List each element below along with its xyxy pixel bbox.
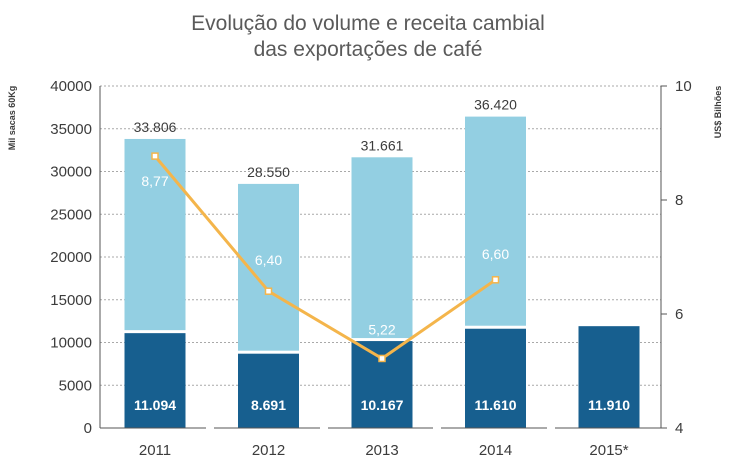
revenue-point-2014 <box>491 276 500 284</box>
chart-title-line1: Evolução do volume e receita cambial <box>191 12 545 35</box>
bar-base-2012 <box>238 353 299 428</box>
revenue-point-2012 <box>264 287 273 295</box>
bar-total-label-2011: 33.806 <box>134 119 177 135</box>
y-left-tick-40000: 40000 <box>50 78 92 95</box>
x-tick-2012: 2012 <box>252 442 285 459</box>
bar-base-label-2012: 8.691 <box>251 397 286 413</box>
revenue-point-2013 <box>378 354 386 363</box>
revenue-label-2013: 5,22 <box>368 321 395 337</box>
chart-title-line2: das exportações de café <box>254 38 483 61</box>
bars <box>124 116 640 428</box>
y-right-tick-6: 6 <box>675 306 683 323</box>
revenue-line <box>151 152 500 363</box>
x-tick-2015*: 2015* <box>589 442 628 459</box>
y-left-tick-35000: 35000 <box>50 121 92 138</box>
bar-base-label-2014: 11.610 <box>474 397 516 413</box>
revenue-label-2011: 8,77 <box>141 173 168 189</box>
bar-total-2013 <box>351 157 413 339</box>
bar-total-label-2012: 28.550 <box>247 164 290 180</box>
bar-total-2014 <box>465 116 526 326</box>
y-right-tick-8: 8 <box>675 192 683 209</box>
bar-base-2015* <box>578 326 640 428</box>
bar-base-2013 <box>351 341 413 428</box>
x-tick-2014: 2014 <box>479 442 512 459</box>
bar-base-label-2015*: 11.910 <box>588 397 630 413</box>
revenue-label-2012: 6,40 <box>255 252 282 268</box>
bar-base-label-2013: 10.167 <box>361 397 404 413</box>
bar-total-2011 <box>124 138 186 331</box>
y-left-tick-10000: 10000 <box>50 335 92 352</box>
x-tick-2013: 2013 <box>365 442 398 459</box>
revenue-point-2011 <box>151 152 159 160</box>
bar-base-2011 <box>124 333 186 428</box>
y-left-tick-5000: 5000 <box>59 377 92 394</box>
right-axis-title: US$ Bilhões <box>713 86 723 139</box>
y-right-tick-10: 10 <box>675 78 692 95</box>
revenue-label-2014: 6,60 <box>482 246 509 262</box>
revenue-line-path <box>153 155 497 360</box>
x-tick-2011: 2011 <box>139 442 171 459</box>
y-left-tick-15000: 15000 <box>50 292 92 309</box>
y-left-tick-0: 0 <box>84 420 92 437</box>
y-left-tick-30000: 30000 <box>50 164 92 181</box>
y-right-tick-4: 4 <box>675 420 683 437</box>
bar-total-label-2014: 36.420 <box>474 97 517 113</box>
y-left-tick-20000: 20000 <box>50 249 92 266</box>
data-labels: 11.094 33.806 8.691 28.550 10.167 31.661 11.61… <box>134 97 631 413</box>
axes: 0 5000 10000 15000 20000 25000 30000 35000 40000… <box>50 78 691 459</box>
bar-total-label-2013: 31.661 <box>361 137 404 153</box>
bar-base-2014 <box>465 328 526 428</box>
y-left-tick-25000: 25000 <box>50 206 92 223</box>
left-axis-title: Mil sacas 60Kg <box>7 86 17 151</box>
bar-base-label-2011: 11.094 <box>134 397 176 413</box>
